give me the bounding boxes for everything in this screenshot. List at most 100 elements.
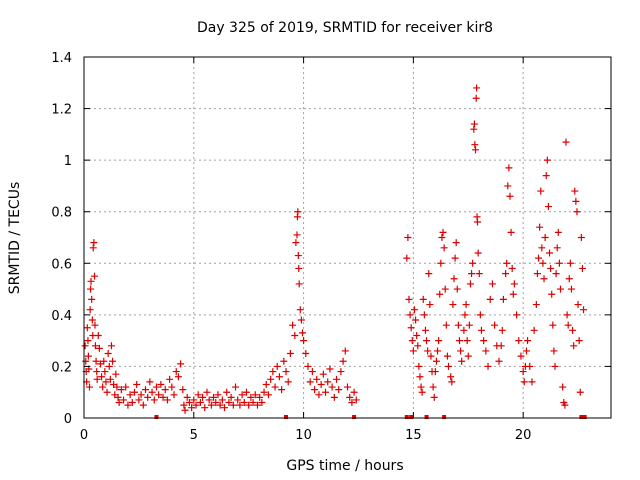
data-point bbox=[86, 306, 94, 314]
data-point bbox=[477, 326, 485, 334]
data-point bbox=[550, 347, 558, 355]
data-point bbox=[294, 252, 302, 260]
data-point bbox=[540, 275, 548, 283]
data-point bbox=[528, 378, 536, 386]
data-point bbox=[157, 380, 165, 388]
data-point bbox=[535, 254, 543, 262]
data-point bbox=[148, 388, 156, 396]
data-point bbox=[471, 141, 479, 149]
data-point bbox=[436, 290, 444, 298]
data-point bbox=[513, 311, 521, 319]
data-point bbox=[437, 259, 445, 267]
data-point bbox=[293, 231, 301, 239]
data-points bbox=[81, 84, 588, 419]
data-point bbox=[532, 301, 540, 309]
data-point bbox=[324, 378, 332, 386]
data-point bbox=[414, 342, 422, 350]
data-point bbox=[126, 391, 134, 399]
baseline-point bbox=[284, 415, 289, 419]
data-point bbox=[498, 326, 506, 334]
data-point bbox=[463, 337, 471, 345]
data-point bbox=[194, 391, 202, 399]
data-point bbox=[443, 352, 451, 360]
data-point bbox=[180, 401, 188, 409]
data-point bbox=[85, 383, 93, 391]
data-point bbox=[465, 321, 473, 329]
data-point bbox=[457, 347, 465, 355]
data-point bbox=[262, 380, 270, 388]
data-point bbox=[199, 393, 207, 401]
data-point bbox=[291, 331, 299, 339]
data-point bbox=[113, 383, 121, 391]
data-point bbox=[555, 259, 563, 267]
data-point bbox=[337, 368, 345, 376]
data-point bbox=[141, 386, 149, 394]
data-point bbox=[93, 368, 101, 376]
data-point bbox=[179, 386, 187, 394]
data-point bbox=[304, 362, 312, 370]
data-point bbox=[488, 280, 496, 288]
data-point bbox=[551, 362, 559, 370]
data-point bbox=[541, 234, 549, 241]
baseline-point bbox=[579, 415, 584, 419]
data-point bbox=[84, 352, 92, 360]
data-point bbox=[431, 368, 439, 376]
data-point bbox=[507, 228, 515, 236]
data-point bbox=[468, 270, 476, 278]
data-point bbox=[348, 399, 356, 407]
data-point bbox=[251, 391, 259, 399]
data-point bbox=[308, 368, 316, 376]
data-point bbox=[280, 357, 288, 365]
data-point bbox=[326, 365, 334, 373]
data-point bbox=[232, 383, 240, 391]
data-point bbox=[256, 393, 264, 401]
data-point bbox=[424, 347, 432, 355]
data-point bbox=[530, 326, 538, 334]
data-point bbox=[505, 164, 513, 172]
data-point bbox=[275, 373, 283, 381]
data-point bbox=[216, 401, 224, 409]
data-point bbox=[472, 94, 480, 102]
data-point bbox=[330, 393, 338, 401]
data-point bbox=[105, 362, 113, 370]
data-point bbox=[212, 399, 220, 407]
y-tick-label: 0.4 bbox=[51, 309, 72, 324]
data-point bbox=[537, 187, 545, 195]
data-point bbox=[486, 295, 494, 303]
data-point bbox=[559, 383, 567, 391]
data-point bbox=[104, 350, 112, 358]
data-point bbox=[434, 347, 442, 355]
data-point bbox=[413, 331, 421, 339]
data-point bbox=[447, 373, 455, 381]
x-tick-label: 20 bbox=[515, 428, 532, 443]
data-point bbox=[573, 208, 581, 216]
data-point bbox=[87, 277, 95, 285]
data-point bbox=[122, 383, 130, 391]
data-point bbox=[580, 306, 588, 314]
data-point bbox=[214, 391, 222, 399]
data-point bbox=[520, 378, 528, 386]
data-point bbox=[302, 350, 310, 358]
y-tick-label: 0 bbox=[64, 412, 72, 427]
data-point bbox=[546, 249, 554, 257]
data-point bbox=[572, 197, 580, 205]
data-point bbox=[451, 254, 459, 262]
data-point bbox=[271, 383, 279, 391]
data-point bbox=[131, 388, 139, 396]
data-point bbox=[576, 388, 584, 396]
data-point bbox=[418, 388, 426, 396]
data-point bbox=[458, 357, 466, 365]
data-point bbox=[229, 401, 237, 409]
data-point bbox=[92, 357, 100, 365]
data-point bbox=[509, 290, 517, 298]
data-point bbox=[91, 342, 99, 350]
data-point bbox=[449, 301, 457, 309]
data-point bbox=[205, 396, 213, 404]
data-point bbox=[90, 239, 98, 247]
data-point bbox=[95, 344, 103, 352]
data-point bbox=[282, 368, 290, 376]
data-point bbox=[152, 383, 160, 391]
data-point bbox=[203, 388, 211, 396]
data-point bbox=[491, 321, 499, 329]
